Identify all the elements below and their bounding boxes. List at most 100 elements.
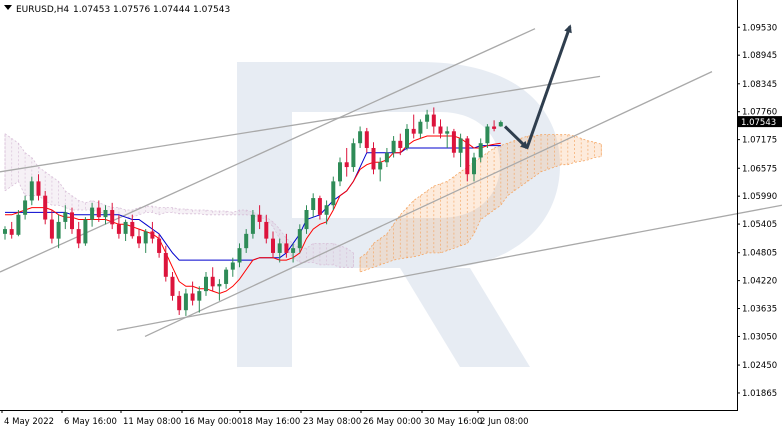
candle-up: [123, 221, 128, 234]
candle-up: [23, 200, 28, 215]
x-tick-label: 26 May 00:00: [363, 417, 421, 427]
candle-down: [43, 195, 48, 220]
y-tick-label: 1.02450: [742, 361, 777, 371]
candle-up: [425, 114, 430, 122]
candle-up: [56, 221, 61, 239]
x-tick-label: 16 May 00:00: [184, 417, 242, 427]
candle-up: [250, 214, 255, 234]
tenkan-sen-line: [5, 135, 501, 295]
candle-down: [271, 238, 275, 253]
forecast-arrows: [503, 24, 572, 150]
candle-up: [498, 122, 503, 127]
candle-down: [150, 231, 155, 239]
forecast-arrow-down: [503, 125, 529, 150]
y-tick-label: 1.07175: [742, 136, 777, 146]
candle-up: [277, 243, 282, 253]
candle-up: [29, 181, 34, 201]
candle-down: [317, 198, 322, 215]
candle-down: [411, 128, 416, 134]
x-tick-label: 30 May 16:00: [424, 417, 482, 427]
trendline[interactable]: [0, 28, 536, 273]
candle-up: [16, 214, 21, 235]
x-tick-label: 2 Jun 08:00: [480, 417, 529, 427]
y-axis: 1.09530 1.08945 1.08345 1.07760 1.07175 1.065…: [737, 23, 777, 399]
candle-down: [36, 181, 41, 196]
candle-up: [304, 210, 309, 230]
low-value: 1.07444: [153, 5, 190, 15]
current-price-badge: 1.07543: [738, 116, 782, 128]
x-tick-label: 23 May 08:00: [303, 417, 361, 427]
y-tick-label: 1.04220: [742, 277, 777, 287]
candle-down: [96, 207, 101, 218]
candle-up: [445, 131, 450, 134]
symbol-label: EURUSD,H4: [16, 5, 69, 15]
watermark-logo: [237, 62, 560, 367]
candle-down: [70, 212, 74, 230]
candle-down: [170, 276, 175, 296]
candle-down: [257, 214, 262, 222]
trendline[interactable]: [0, 75, 601, 173]
y-tick-label: 1.06575: [742, 164, 777, 174]
candle-down: [157, 238, 162, 253]
y-tick-label: 1.04805: [742, 249, 777, 259]
indicator-lines: [5, 135, 501, 295]
ichimoku-cloud: [4, 132, 602, 273]
y-tick-label: 1.01865: [742, 389, 777, 399]
candle-up: [331, 181, 336, 206]
candle-up: [3, 229, 7, 234]
candle-up: [237, 248, 242, 263]
candle-down: [190, 293, 195, 301]
candle-up: [311, 198, 316, 210]
candle-up: [183, 293, 188, 311]
candle-up: [324, 205, 329, 215]
trendline[interactable]: [116, 204, 782, 331]
candle-down: [438, 126, 443, 134]
candle-up: [217, 283, 222, 287]
candle-up: [418, 121, 423, 134]
candle-up: [405, 128, 409, 148]
current-price-label: 1.07543: [741, 118, 776, 128]
y-tick-label: 1.03050: [742, 332, 777, 342]
x-axis: 4 May 2022 6 May 16:00 11 May 08:00 16 May …: [1, 410, 529, 427]
candle-down: [177, 295, 182, 311]
candle-up: [291, 248, 296, 253]
candle-up: [244, 233, 249, 249]
candle-down: [451, 131, 456, 153]
forecast-arrow-up: [525, 24, 572, 149]
candle-down: [76, 229, 81, 244]
y-tick-label: 1.08945: [742, 51, 777, 61]
candle-down: [137, 236, 141, 244]
candle-up: [458, 138, 463, 153]
candle-down: [9, 229, 14, 235]
y-tick-label: 1.03635: [742, 305, 777, 315]
candle-up: [358, 131, 363, 144]
candle-up: [63, 212, 68, 222]
candle-up: [197, 291, 202, 301]
candle-down: [110, 210, 115, 225]
y-tick-label: 1.07760: [742, 108, 777, 118]
x-tick-label: 6 May 16:00: [64, 417, 117, 427]
candle-down: [431, 114, 436, 127]
y-tick-label: 1.09530: [742, 23, 777, 33]
y-tick-label: 1.08345: [742, 80, 777, 90]
candle-down: [364, 131, 369, 148]
trendlines: [0, 28, 782, 338]
candle-up: [351, 143, 356, 168]
candle-down: [398, 140, 403, 148]
candle-up: [143, 231, 148, 244]
candle-down: [492, 126, 497, 129]
open-value: 1.07453: [73, 5, 110, 15]
candle-down: [371, 147, 376, 170]
chevron-down-icon[interactable]: [4, 5, 12, 10]
candle-up: [90, 207, 95, 220]
candle-down: [344, 162, 349, 168]
trendline[interactable]: [144, 71, 713, 338]
x-tick-label: 11 May 08:00: [123, 417, 181, 427]
candles: [3, 107, 503, 316]
y-tick-label: 1.05405: [742, 220, 777, 230]
y-tick-label: 1.05990: [742, 192, 777, 202]
candle-down: [465, 138, 470, 175]
x-tick-label: 4 May 2022: [4, 417, 54, 427]
candle-up: [230, 262, 235, 270]
candle-up: [103, 210, 108, 218]
